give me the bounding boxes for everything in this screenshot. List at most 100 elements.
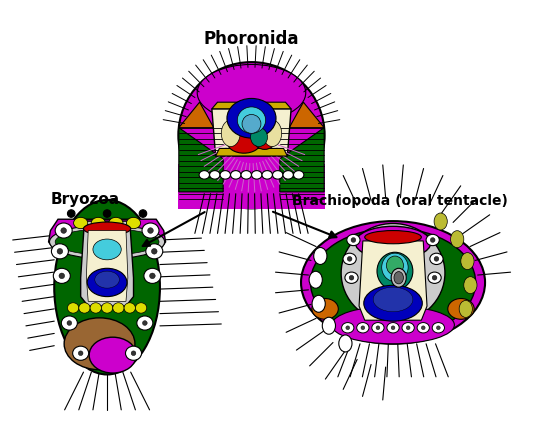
Ellipse shape	[364, 285, 422, 321]
Polygon shape	[289, 102, 324, 128]
Ellipse shape	[230, 171, 241, 179]
Ellipse shape	[109, 217, 123, 229]
Circle shape	[103, 210, 111, 217]
Ellipse shape	[382, 253, 408, 281]
Ellipse shape	[50, 225, 164, 259]
Text: Brachiopoda (oral tentacle): Brachiopoda (oral tentacle)	[292, 194, 508, 208]
Ellipse shape	[251, 171, 262, 179]
Circle shape	[67, 321, 72, 326]
Polygon shape	[81, 221, 134, 306]
Polygon shape	[212, 102, 291, 109]
Circle shape	[349, 275, 354, 280]
Ellipse shape	[84, 222, 131, 235]
Ellipse shape	[373, 287, 413, 312]
Ellipse shape	[434, 213, 447, 230]
Circle shape	[434, 256, 439, 261]
Circle shape	[432, 275, 437, 280]
Polygon shape	[179, 128, 223, 192]
Ellipse shape	[377, 252, 413, 290]
Circle shape	[376, 326, 380, 330]
Ellipse shape	[125, 346, 141, 360]
Ellipse shape	[124, 303, 135, 313]
Ellipse shape	[394, 272, 404, 284]
Ellipse shape	[312, 295, 325, 312]
Ellipse shape	[241, 171, 251, 179]
Ellipse shape	[251, 128, 267, 147]
Polygon shape	[48, 219, 166, 253]
Ellipse shape	[51, 244, 68, 259]
Ellipse shape	[343, 253, 356, 264]
Ellipse shape	[142, 223, 159, 238]
Ellipse shape	[341, 223, 445, 322]
Ellipse shape	[64, 318, 135, 370]
Ellipse shape	[355, 226, 431, 259]
Circle shape	[59, 273, 64, 279]
Circle shape	[430, 238, 435, 242]
Ellipse shape	[301, 221, 485, 344]
Ellipse shape	[227, 99, 276, 138]
Ellipse shape	[309, 271, 322, 288]
Ellipse shape	[199, 171, 210, 179]
Circle shape	[150, 273, 155, 279]
Circle shape	[68, 210, 75, 217]
Circle shape	[406, 326, 410, 330]
Ellipse shape	[428, 272, 441, 283]
Ellipse shape	[254, 132, 275, 149]
Circle shape	[351, 238, 356, 242]
Circle shape	[346, 326, 350, 330]
Ellipse shape	[357, 322, 369, 333]
Circle shape	[391, 326, 395, 330]
Circle shape	[147, 228, 153, 233]
Ellipse shape	[461, 252, 474, 270]
Ellipse shape	[146, 244, 163, 259]
Circle shape	[437, 326, 440, 330]
Ellipse shape	[178, 62, 324, 208]
Ellipse shape	[53, 268, 70, 283]
Ellipse shape	[238, 107, 266, 133]
Circle shape	[78, 351, 83, 355]
Ellipse shape	[310, 228, 476, 337]
Ellipse shape	[430, 253, 443, 264]
Ellipse shape	[426, 234, 439, 246]
Circle shape	[131, 351, 136, 355]
Polygon shape	[280, 128, 324, 192]
Ellipse shape	[91, 217, 106, 229]
Ellipse shape	[79, 303, 90, 313]
Ellipse shape	[322, 317, 335, 334]
Ellipse shape	[262, 171, 272, 179]
Ellipse shape	[345, 272, 358, 283]
Ellipse shape	[347, 234, 360, 246]
Polygon shape	[216, 149, 287, 156]
Ellipse shape	[464, 277, 477, 293]
Ellipse shape	[417, 322, 430, 333]
Ellipse shape	[220, 171, 230, 179]
Ellipse shape	[68, 303, 79, 313]
Ellipse shape	[74, 217, 88, 229]
Ellipse shape	[227, 132, 261, 153]
Polygon shape	[179, 102, 214, 128]
Ellipse shape	[339, 335, 352, 352]
Polygon shape	[212, 109, 291, 156]
Text: Phoronida: Phoronida	[204, 29, 299, 48]
Ellipse shape	[126, 217, 141, 229]
Polygon shape	[178, 164, 325, 209]
Ellipse shape	[73, 346, 89, 360]
Ellipse shape	[55, 223, 72, 238]
Text: Bryozoa: Bryozoa	[51, 192, 119, 207]
Ellipse shape	[137, 316, 153, 330]
Ellipse shape	[101, 303, 113, 313]
Ellipse shape	[135, 303, 147, 313]
Ellipse shape	[312, 298, 338, 319]
Ellipse shape	[402, 322, 414, 333]
Ellipse shape	[314, 248, 327, 264]
Ellipse shape	[342, 322, 354, 333]
Ellipse shape	[283, 171, 293, 179]
Ellipse shape	[54, 200, 160, 375]
Ellipse shape	[55, 229, 159, 255]
Ellipse shape	[89, 337, 136, 373]
Ellipse shape	[113, 303, 124, 313]
Circle shape	[142, 321, 147, 326]
Ellipse shape	[272, 171, 283, 179]
Ellipse shape	[387, 256, 404, 275]
Ellipse shape	[450, 231, 464, 248]
